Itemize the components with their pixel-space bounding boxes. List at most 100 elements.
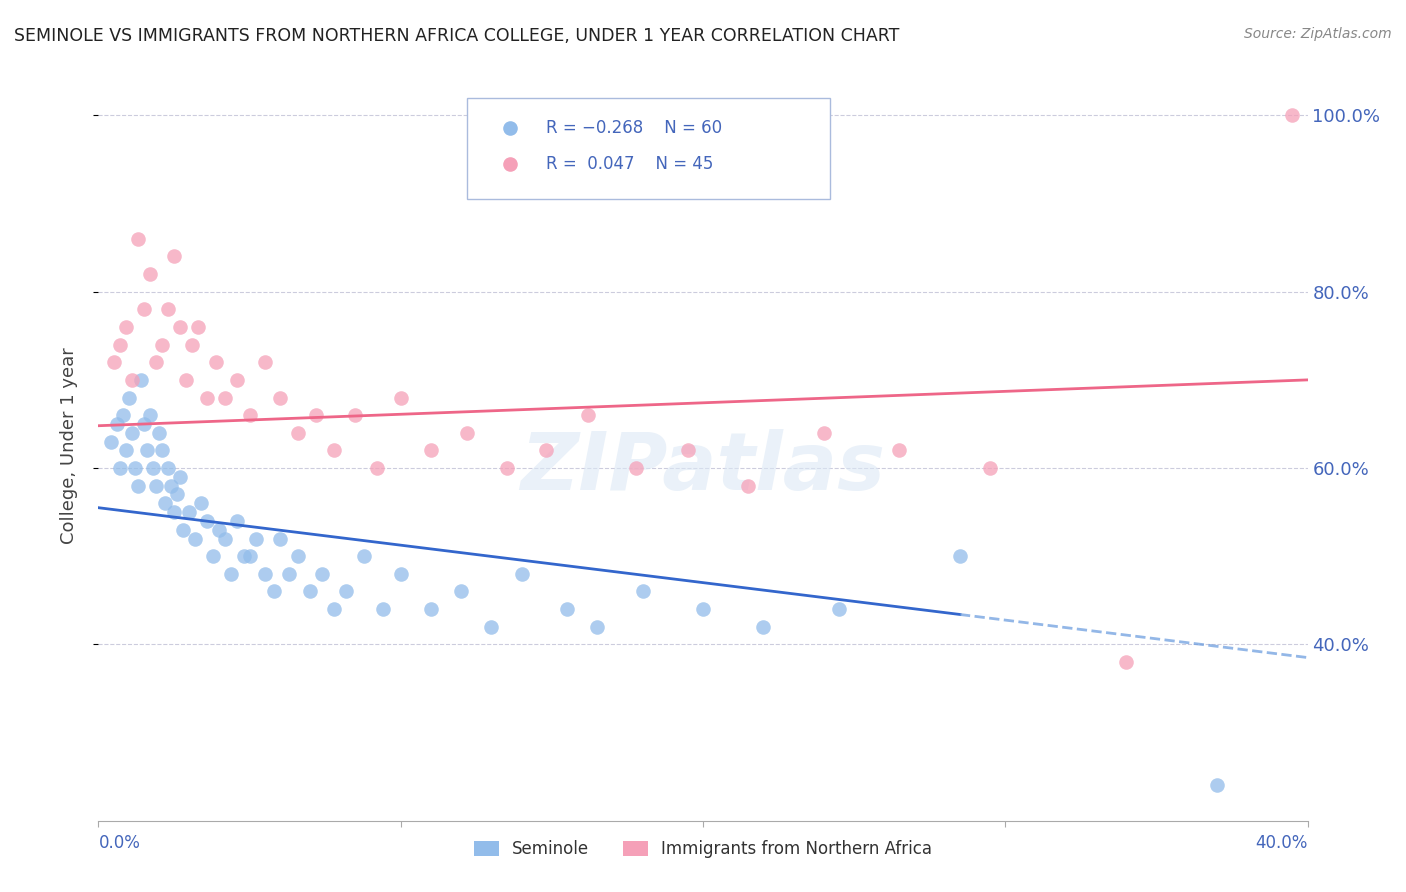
Text: ZIPatlas: ZIPatlas <box>520 429 886 508</box>
Point <box>118 391 141 405</box>
Point <box>214 391 236 405</box>
Y-axis label: College, Under 1 year: College, Under 1 year <box>59 348 77 544</box>
Point <box>450 584 472 599</box>
Point <box>160 478 183 492</box>
Point <box>111 408 134 422</box>
Point <box>979 461 1001 475</box>
Point <box>172 523 194 537</box>
Text: SEMINOLE VS IMMIGRANTS FROM NORTHERN AFRICA COLLEGE, UNDER 1 YEAR CORRELATION CH: SEMINOLE VS IMMIGRANTS FROM NORTHERN AFR… <box>14 27 900 45</box>
Point <box>135 443 157 458</box>
Point <box>1281 108 1303 122</box>
Text: 0.0%: 0.0% <box>98 834 141 852</box>
Point <box>156 461 179 475</box>
Point <box>121 425 143 440</box>
Text: Source: ZipAtlas.com: Source: ZipAtlas.com <box>1244 27 1392 41</box>
Point <box>481 620 503 634</box>
Point <box>148 425 170 440</box>
Point <box>114 320 136 334</box>
Point <box>287 425 309 440</box>
Point <box>181 337 204 351</box>
Point <box>420 602 443 616</box>
Point <box>114 443 136 458</box>
Point <box>103 355 125 369</box>
Point <box>226 514 249 528</box>
Point <box>163 250 186 264</box>
Point <box>813 425 835 440</box>
Point <box>184 532 207 546</box>
Point <box>127 232 149 246</box>
Point <box>208 523 231 537</box>
Point <box>949 549 972 564</box>
Point <box>174 373 197 387</box>
Point <box>156 302 179 317</box>
Point <box>221 566 243 581</box>
Point <box>169 470 191 484</box>
Point <box>100 434 122 449</box>
Point <box>576 408 599 422</box>
Point <box>253 355 276 369</box>
Point <box>269 532 291 546</box>
Point <box>226 373 249 387</box>
Point <box>389 391 412 405</box>
Point <box>239 549 262 564</box>
Point <box>195 514 218 528</box>
Point <box>124 461 146 475</box>
Point <box>163 505 186 519</box>
Point <box>150 443 173 458</box>
Point <box>626 461 648 475</box>
Point <box>105 417 128 431</box>
Point <box>129 373 152 387</box>
Point <box>366 461 388 475</box>
Point <box>323 602 346 616</box>
Point <box>676 443 699 458</box>
FancyBboxPatch shape <box>467 97 830 199</box>
Point <box>263 584 285 599</box>
Text: R = −0.268    N = 60: R = −0.268 N = 60 <box>546 119 721 136</box>
Point <box>1206 778 1229 792</box>
Point <box>353 549 375 564</box>
Point <box>299 584 322 599</box>
Point <box>344 408 367 422</box>
Point <box>190 496 212 510</box>
Point <box>311 566 333 581</box>
Point <box>510 566 533 581</box>
Point <box>166 487 188 501</box>
Point <box>127 478 149 492</box>
Point <box>1115 655 1137 669</box>
Point <box>456 425 478 440</box>
Point <box>420 443 443 458</box>
Point <box>214 532 236 546</box>
Point <box>232 549 254 564</box>
Point <box>534 443 557 458</box>
Point <box>142 461 165 475</box>
Point <box>692 602 714 616</box>
Point <box>495 461 517 475</box>
Point <box>737 478 759 492</box>
Point <box>323 443 346 458</box>
Point <box>187 320 209 334</box>
Point <box>752 620 775 634</box>
Point <box>269 391 291 405</box>
Point <box>139 267 162 281</box>
Point <box>121 373 143 387</box>
Point <box>245 532 267 546</box>
Point <box>305 408 328 422</box>
Point <box>1115 217 1137 231</box>
Point <box>586 620 609 634</box>
Point <box>145 355 167 369</box>
Point <box>195 391 218 405</box>
Point <box>108 337 131 351</box>
Text: R =  0.047    N = 45: R = 0.047 N = 45 <box>546 154 713 172</box>
Point <box>145 478 167 492</box>
Point <box>169 320 191 334</box>
Point <box>277 566 299 581</box>
Point <box>179 505 201 519</box>
Point <box>253 566 276 581</box>
Point <box>139 408 162 422</box>
Point <box>1115 175 1137 189</box>
Point <box>150 337 173 351</box>
Point <box>108 461 131 475</box>
Point <box>335 584 357 599</box>
Point <box>132 302 155 317</box>
Point <box>631 584 654 599</box>
